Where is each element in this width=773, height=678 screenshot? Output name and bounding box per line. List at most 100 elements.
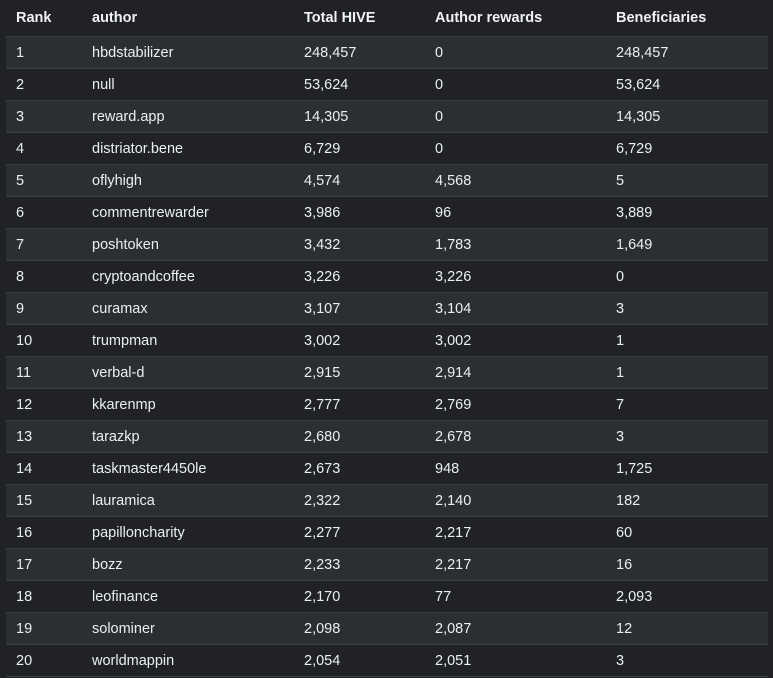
cell-beneficiaries: 3 bbox=[616, 420, 768, 453]
table-row[interactable]: 11 verbal-d 2,915 2,914 1 bbox=[6, 356, 768, 389]
cell-total-hive: 2,233 bbox=[304, 548, 435, 581]
cell-beneficiaries: 1,725 bbox=[616, 452, 768, 485]
table-row[interactable]: 20 worldmappin 2,054 2,051 3 bbox=[6, 644, 768, 677]
cell-beneficiaries: 7 bbox=[616, 388, 768, 421]
cell-beneficiaries: 2,093 bbox=[616, 580, 768, 613]
cell-author-rewards: 3,104 bbox=[435, 292, 616, 325]
cell-total-hive: 2,054 bbox=[304, 644, 435, 677]
cell-author-rewards: 2,140 bbox=[435, 484, 616, 517]
cell-author[interactable]: kkarenmp bbox=[92, 388, 304, 421]
cell-author[interactable]: curamax bbox=[92, 292, 304, 325]
cell-author-rewards: 4,568 bbox=[435, 164, 616, 197]
header-total-hive[interactable]: Total HIVE bbox=[304, 0, 435, 37]
cell-author[interactable]: bozz bbox=[92, 548, 304, 581]
table-header: Rank author Total HIVE Author rewards Be… bbox=[6, 0, 768, 37]
cell-total-hive: 2,680 bbox=[304, 420, 435, 453]
cell-author-rewards: 0 bbox=[435, 100, 616, 133]
cell-beneficiaries: 1 bbox=[616, 356, 768, 389]
cell-rank: 11 bbox=[6, 356, 92, 389]
cell-author[interactable]: poshtoken bbox=[92, 228, 304, 261]
cell-rank: 19 bbox=[6, 612, 92, 645]
cell-rank: 17 bbox=[6, 548, 92, 581]
cell-total-hive: 3,986 bbox=[304, 196, 435, 229]
cell-beneficiaries: 3,889 bbox=[616, 196, 768, 229]
table-row[interactable]: 2 null 53,624 0 53,624 bbox=[6, 68, 768, 101]
cell-author[interactable]: taskmaster4450le bbox=[92, 452, 304, 485]
table-row[interactable]: 18 leofinance 2,170 77 2,093 bbox=[6, 580, 768, 613]
table-row[interactable]: 1 hbdstabilizer 248,457 0 248,457 bbox=[6, 36, 768, 69]
cell-author[interactable]: commentrewarder bbox=[92, 196, 304, 229]
cell-author-rewards: 1,783 bbox=[435, 228, 616, 261]
cell-author-rewards: 2,217 bbox=[435, 548, 616, 581]
cell-author[interactable]: null bbox=[92, 68, 304, 101]
cell-rank: 6 bbox=[6, 196, 92, 229]
cell-author-rewards: 0 bbox=[435, 68, 616, 101]
header-author[interactable]: author bbox=[92, 0, 304, 37]
table-row[interactable]: 6 commentrewarder 3,986 96 3,889 bbox=[6, 196, 768, 229]
table-row[interactable]: 17 bozz 2,233 2,217 16 bbox=[6, 548, 768, 581]
cell-beneficiaries: 3 bbox=[616, 644, 768, 677]
cell-total-hive: 3,226 bbox=[304, 260, 435, 293]
cell-total-hive: 2,322 bbox=[304, 484, 435, 517]
cell-beneficiaries: 12 bbox=[616, 612, 768, 645]
cell-author[interactable]: reward.app bbox=[92, 100, 304, 133]
table-row[interactable]: 10 trumpman 3,002 3,002 1 bbox=[6, 324, 768, 357]
cell-author[interactable]: trumpman bbox=[92, 324, 304, 357]
header-author-rewards[interactable]: Author rewards bbox=[435, 0, 616, 37]
cell-beneficiaries: 53,624 bbox=[616, 68, 768, 101]
cell-beneficiaries: 5 bbox=[616, 164, 768, 197]
table-row[interactable]: 19 solominer 2,098 2,087 12 bbox=[6, 612, 768, 645]
table-row[interactable]: 15 lauramica 2,322 2,140 182 bbox=[6, 484, 768, 517]
cell-total-hive: 248,457 bbox=[304, 36, 435, 69]
cell-beneficiaries: 0 bbox=[616, 260, 768, 293]
cell-total-hive: 3,432 bbox=[304, 228, 435, 261]
cell-author[interactable]: verbal-d bbox=[92, 356, 304, 389]
header-beneficiaries[interactable]: Beneficiaries bbox=[616, 0, 768, 37]
cell-author[interactable]: papilloncharity bbox=[92, 516, 304, 549]
cell-author-rewards: 2,217 bbox=[435, 516, 616, 549]
cell-author[interactable]: cryptoandcoffee bbox=[92, 260, 304, 293]
table-row[interactable]: 4 distriator.bene 6,729 0 6,729 bbox=[6, 132, 768, 165]
cell-rank: 14 bbox=[6, 452, 92, 485]
cell-author[interactable]: oflyhigh bbox=[92, 164, 304, 197]
cell-beneficiaries: 248,457 bbox=[616, 36, 768, 69]
cell-author-rewards: 2,051 bbox=[435, 644, 616, 677]
cell-author[interactable]: distriator.bene bbox=[92, 132, 304, 165]
table-row[interactable]: 5 oflyhigh 4,574 4,568 5 bbox=[6, 164, 768, 197]
table-row[interactable]: 16 papilloncharity 2,277 2,217 60 bbox=[6, 516, 768, 549]
cell-beneficiaries: 14,305 bbox=[616, 100, 768, 133]
cell-beneficiaries: 60 bbox=[616, 516, 768, 549]
table-body: 1 hbdstabilizer 248,457 0 248,457 2 null 53,624… bbox=[6, 36, 768, 677]
table-row[interactable]: 12 kkarenmp 2,777 2,769 7 bbox=[6, 388, 768, 421]
cell-beneficiaries: 3 bbox=[616, 292, 768, 325]
table-row[interactable]: 8 cryptoandcoffee 3,226 3,226 0 bbox=[6, 260, 768, 293]
table-row[interactable]: 3 reward.app 14,305 0 14,305 bbox=[6, 100, 768, 133]
cell-author-rewards: 3,002 bbox=[435, 324, 616, 357]
cell-rank: 12 bbox=[6, 388, 92, 421]
table-row[interactable]: 7 poshtoken 3,432 1,783 1,649 bbox=[6, 228, 768, 261]
cell-author-rewards: 2,769 bbox=[435, 388, 616, 421]
cell-author[interactable]: tarazkp bbox=[92, 420, 304, 453]
cell-author[interactable]: hbdstabilizer bbox=[92, 36, 304, 69]
table-row[interactable]: 14 taskmaster4450le 2,673 948 1,725 bbox=[6, 452, 768, 485]
cell-total-hive: 2,777 bbox=[304, 388, 435, 421]
cell-author-rewards: 948 bbox=[435, 452, 616, 485]
cell-rank: 16 bbox=[6, 516, 92, 549]
cell-beneficiaries: 182 bbox=[616, 484, 768, 517]
cell-author[interactable]: solominer bbox=[92, 612, 304, 645]
cell-author-rewards: 0 bbox=[435, 36, 616, 69]
cell-total-hive: 14,305 bbox=[304, 100, 435, 133]
cell-author-rewards: 3,226 bbox=[435, 260, 616, 293]
cell-author-rewards: 2,914 bbox=[435, 356, 616, 389]
cell-total-hive: 2,098 bbox=[304, 612, 435, 645]
rewards-table: Rank author Total HIVE Author rewards Be… bbox=[6, 0, 768, 677]
cell-rank: 1 bbox=[6, 36, 92, 69]
cell-total-hive: 2,170 bbox=[304, 580, 435, 613]
cell-author[interactable]: lauramica bbox=[92, 484, 304, 517]
header-rank[interactable]: Rank bbox=[6, 0, 92, 37]
table-row[interactable]: 9 curamax 3,107 3,104 3 bbox=[6, 292, 768, 325]
cell-author[interactable]: leofinance bbox=[92, 580, 304, 613]
cell-author[interactable]: worldmappin bbox=[92, 644, 304, 677]
table-row[interactable]: 13 tarazkp 2,680 2,678 3 bbox=[6, 420, 768, 453]
cell-rank: 15 bbox=[6, 484, 92, 517]
